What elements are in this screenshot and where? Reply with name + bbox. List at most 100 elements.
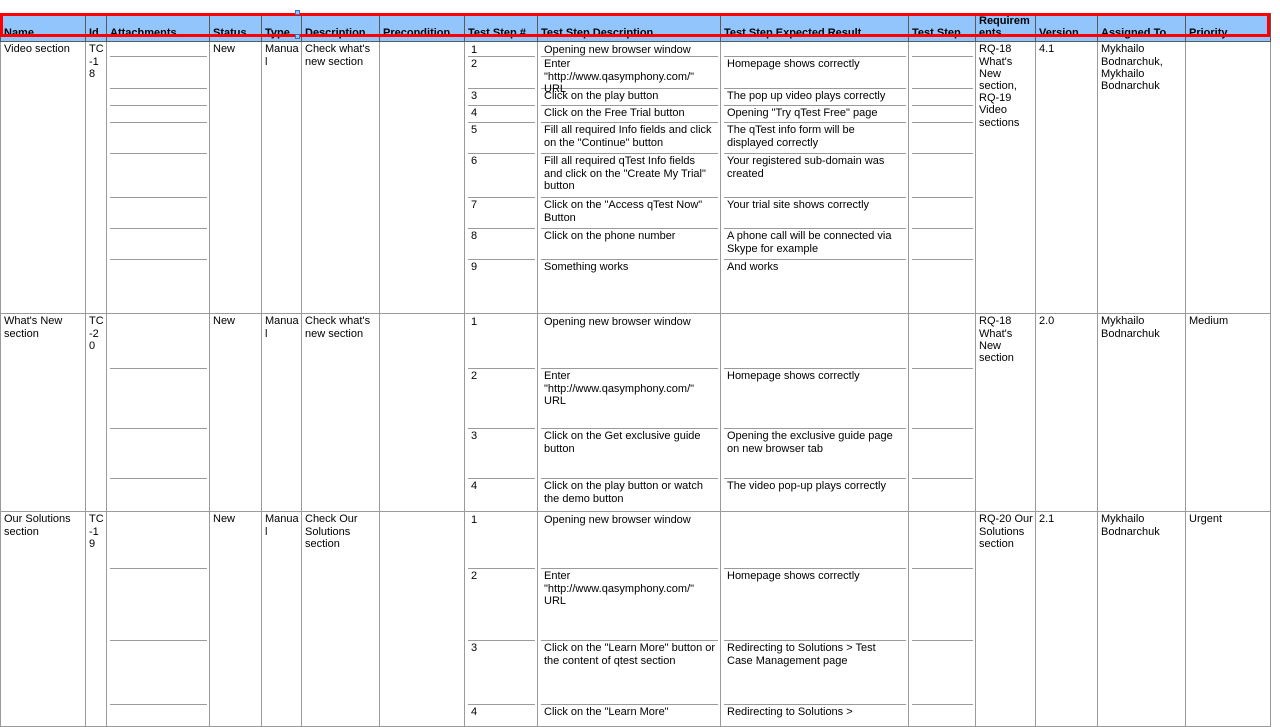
column-header-version[interactable]: Version bbox=[1035, 12, 1098, 43]
attachment-slot[interactable] bbox=[110, 513, 207, 570]
cell-test-step-description-item[interactable]: Fill all required qTest Info fields and … bbox=[541, 154, 718, 199]
attachment-slot[interactable] bbox=[110, 260, 207, 312]
cell-test-step-number-item[interactable]: 2 bbox=[468, 369, 535, 430]
cell-test-step-expected-result[interactable]: Homepage shows correctly Redirecting to S… bbox=[720, 511, 909, 727]
cell-test-step-description-item[interactable]: Enter "http://www.qasymphony.com/" URL bbox=[541, 569, 718, 642]
cell-test-step-item[interactable] bbox=[912, 43, 973, 58]
cell-requirements[interactable]: RQ-20 Our Solutions section bbox=[975, 511, 1036, 727]
selection-handle-top[interactable] bbox=[295, 10, 300, 15]
cell-test-step-description-item[interactable]: Opening new browser window bbox=[541, 43, 718, 58]
cell-test-step-expected-result-item[interactable]: Homepage shows correctly bbox=[724, 569, 906, 642]
cell-test-step-expected-result-item[interactable]: The video pop-up plays correctly bbox=[727, 480, 886, 493]
cell-test-step-description-item[interactable]: Fill all required Info fields and click … bbox=[541, 123, 718, 155]
cell-test-step-item[interactable] bbox=[912, 260, 973, 312]
cell-test-step-item[interactable] bbox=[912, 705, 973, 725]
attachment-slot[interactable] bbox=[110, 43, 207, 58]
cell-test-step-number-item[interactable]: 2 bbox=[468, 57, 535, 90]
cell-precondition[interactable] bbox=[379, 313, 465, 513]
cell-description[interactable]: Check Our Solutions section bbox=[301, 511, 380, 727]
cell-test-step-description-item[interactable]: Something works bbox=[544, 261, 629, 274]
cell-assigned_to[interactable]: Mykhailo Bodnarchuk bbox=[1097, 511, 1186, 727]
column-header-description[interactable]: Description bbox=[301, 12, 380, 43]
column-header-requirements[interactable]: Requirements bbox=[975, 12, 1036, 43]
cell-test-step-number-item[interactable]: 3 bbox=[468, 89, 535, 107]
cell-status[interactable]: New bbox=[209, 511, 262, 727]
cell-test-step-description-item[interactable]: Click on the "Learn More" bbox=[544, 706, 669, 719]
attachment-slot[interactable] bbox=[110, 123, 207, 155]
cell-type[interactable]: Manual bbox=[261, 313, 302, 513]
cell-test-step-item[interactable] bbox=[912, 513, 973, 570]
column-header-attachments[interactable]: Attachments bbox=[106, 12, 210, 43]
attachment-slot[interactable] bbox=[110, 569, 207, 642]
cell-version[interactable]: 4.1 bbox=[1035, 41, 1098, 315]
cell-test-step-expected-result-item[interactable]: Homepage shows correctly bbox=[724, 369, 906, 430]
cell-test-step-expected-result-item[interactable] bbox=[724, 513, 906, 570]
cell-test-step-expected-result-item[interactable]: The pop up video plays correctly bbox=[724, 89, 906, 107]
cell-test-step-description[interactable]: Opening new browser window Enter "http://… bbox=[537, 511, 721, 727]
cell-test-step-expected-result-item[interactable]: Homepage shows correctly bbox=[724, 57, 906, 90]
column-header-step_num[interactable]: Test Step # bbox=[464, 12, 538, 43]
cell-test-step-item[interactable] bbox=[912, 198, 973, 230]
cell-description[interactable]: Check what's new section bbox=[301, 313, 380, 513]
cell-test-step-number-item[interactable]: 7 bbox=[468, 198, 535, 230]
cell-test-step-number-item[interactable]: 1 bbox=[468, 43, 535, 58]
table-row[interactable]: Our Solutions section TC-19 New Manual Check… bbox=[0, 511, 1271, 727]
cell-test-step[interactable] bbox=[908, 313, 976, 513]
cell-status[interactable]: New bbox=[209, 313, 262, 513]
cell-test-step-description-item[interactable]: Click on the "Access qTest Now" Button bbox=[541, 198, 718, 230]
cell-id[interactable]: TC-20 bbox=[85, 313, 107, 513]
table-row[interactable]: What's New section TC-20 New Manual Check wh… bbox=[0, 313, 1271, 513]
cell-id[interactable]: TC-18 bbox=[85, 41, 107, 315]
cell-name[interactable]: Our Solutions section bbox=[0, 511, 86, 727]
cell-test-step-item[interactable] bbox=[912, 369, 973, 430]
cell-test-step-item[interactable] bbox=[912, 106, 973, 124]
column-header-precondition[interactable]: Precondition bbox=[379, 12, 465, 43]
cell-test-step-expected-result-item[interactable] bbox=[724, 43, 906, 58]
cell-description[interactable]: Check what's new section bbox=[301, 41, 380, 315]
cell-test-step-expected-result-item[interactable]: Your trial site shows correctly bbox=[724, 198, 906, 230]
cell-test-step-expected-result-item[interactable]: Opening the exclusive guide page on new … bbox=[724, 429, 906, 480]
cell-test-step-description-item[interactable]: Enter "http://www.qasymphony.com/" URL bbox=[541, 369, 718, 430]
column-header-priority[interactable]: Priority bbox=[1185, 12, 1271, 43]
cell-test-step-description-item[interactable]: Click on the "Learn More" button or the … bbox=[541, 641, 718, 706]
cell-priority[interactable]: Medium bbox=[1185, 313, 1271, 513]
cell-test-step-description-item[interactable]: Click on the Free Trial button bbox=[541, 106, 718, 124]
cell-assigned_to[interactable]: Mykhailo Bodnarchuk bbox=[1097, 313, 1186, 513]
cell-test-step-expected-result[interactable]: Homepage shows correctly Opening the excl… bbox=[720, 313, 909, 513]
cell-test-step-item[interactable] bbox=[912, 154, 973, 199]
column-header-type[interactable]: Type bbox=[261, 12, 302, 43]
column-header-name[interactable]: Name bbox=[0, 12, 86, 43]
cell-id[interactable]: TC-19 bbox=[85, 511, 107, 727]
cell-test-step-expected-result-item[interactable]: The qTest info form will be displayed co… bbox=[724, 123, 906, 155]
cell-test-step-expected-result-item[interactable] bbox=[724, 315, 906, 370]
cell-test-step-item[interactable] bbox=[912, 569, 973, 642]
cell-priority[interactable] bbox=[1185, 41, 1271, 315]
cell-test-step-number-item[interactable]: 2 bbox=[468, 569, 535, 642]
cell-test-step-description-item[interactable]: Enter "http://www.qasymphony.com/" URL bbox=[541, 57, 718, 95]
cell-version[interactable]: 2.0 bbox=[1035, 313, 1098, 513]
cell-test-step-description[interactable]: Opening new browser window Enter "http://… bbox=[537, 41, 721, 315]
cell-test-step-number-item[interactable]: 5 bbox=[468, 123, 535, 155]
cell-test-step-expected-result-item[interactable]: Opening "Try qTest Free" page bbox=[724, 106, 906, 124]
cell-test-step-item[interactable] bbox=[912, 479, 973, 510]
cell-test-step-description-item[interactable]: Click on the Get exclusive guide button bbox=[541, 429, 718, 480]
attachment-slot[interactable] bbox=[110, 479, 207, 510]
cell-test-step[interactable] bbox=[908, 41, 976, 315]
cell-name[interactable]: What's New section bbox=[0, 313, 86, 513]
cell-assigned_to[interactable]: Mykhailo Bodnarchuk, Mykhailo Bodnarchuk bbox=[1097, 41, 1186, 315]
cell-requirements[interactable]: RQ-18 What's New section, RQ-19 Video se… bbox=[975, 41, 1036, 315]
cell-precondition[interactable] bbox=[379, 511, 465, 727]
cell-test-step-number-item[interactable]: 6 bbox=[468, 154, 535, 199]
cell-test-step-expected-result-item[interactable]: A phone call will be connected via Skype… bbox=[724, 229, 906, 261]
cell-test-step-item[interactable] bbox=[912, 315, 973, 370]
cell-type[interactable]: Manual bbox=[261, 511, 302, 727]
cell-test-step-description[interactable]: Opening new browser window Enter "http://… bbox=[537, 313, 721, 513]
attachment-slot[interactable] bbox=[110, 89, 207, 107]
attachment-slot[interactable] bbox=[110, 315, 207, 370]
attachment-slot[interactable] bbox=[110, 641, 207, 706]
cell-test-step-item[interactable] bbox=[912, 57, 973, 90]
column-header-expected[interactable]: Test Step Expected Result bbox=[720, 12, 909, 43]
